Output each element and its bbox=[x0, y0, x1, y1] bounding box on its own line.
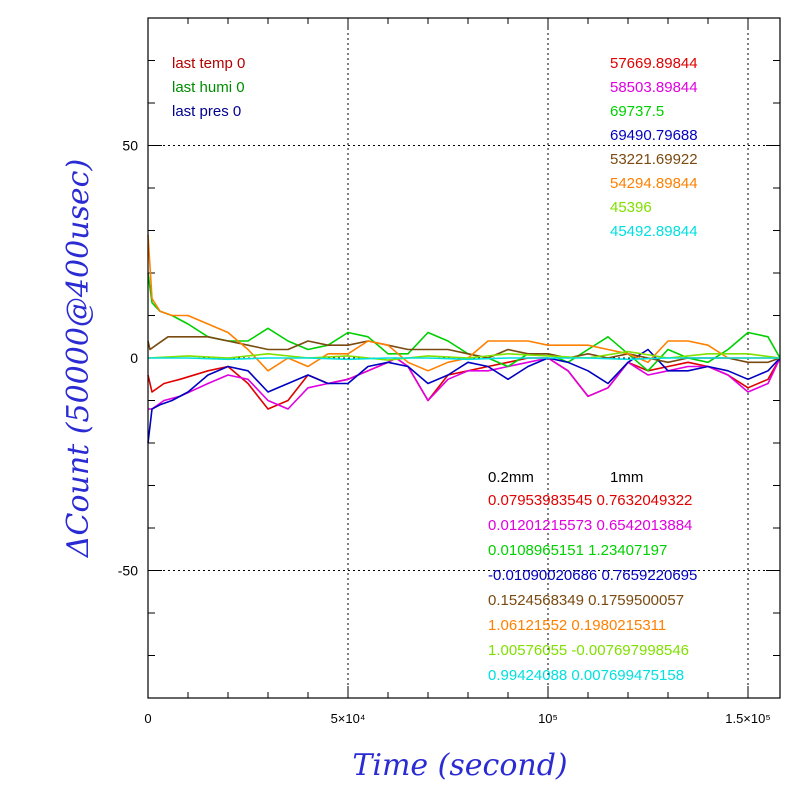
series-line-5 bbox=[147, 335, 781, 364]
y-axis-title: ΔCount (50000@400usec) bbox=[61, 159, 96, 558]
fit-row-4: -0.01090020686 0.7659220695 bbox=[488, 567, 697, 584]
fit-row-2: 0.01201215573 0.6542013884 bbox=[488, 517, 692, 534]
y-tick-label: 0 bbox=[130, 350, 138, 366]
annotations-left: last temp 0 last humi 0 last pres 0 bbox=[172, 55, 245, 120]
series-lines bbox=[147, 234, 781, 444]
annotation-right-4: 69490.79688 bbox=[610, 127, 698, 144]
y-tick-label: -50 bbox=[118, 563, 138, 579]
annotation-right-8: 45492.89844 bbox=[610, 223, 698, 240]
fit-row-1: 0.07953983545 0.7632049322 bbox=[488, 492, 692, 509]
fit-row-3: 0.0108965151 1.23407197 bbox=[488, 542, 667, 559]
fit-table: 0.2mm 1mm 0.07953983545 0.7632049322 0.0120… bbox=[488, 469, 697, 684]
annotation-right-2: 58503.89844 bbox=[610, 79, 698, 96]
x-tick-label: 1.5×10⁵ bbox=[725, 711, 771, 726]
series-line-7 bbox=[147, 350, 781, 361]
annotation-right-5: 53221.69922 bbox=[610, 151, 698, 168]
plot-frame bbox=[147, 17, 781, 699]
fit-row-5: 0.1524568349 0.1759500057 bbox=[488, 592, 684, 609]
annotation-left-2: last humi 0 bbox=[172, 79, 245, 96]
fit-row-8: 0.99424088 0.007699475158 bbox=[488, 667, 684, 684]
annotation-right-6: 54294.89844 bbox=[610, 175, 698, 192]
fit-header-col2: 1mm bbox=[610, 469, 643, 486]
annotation-right-1: 57669.89844 bbox=[610, 55, 698, 72]
x-tick-label: 10⁵ bbox=[538, 711, 558, 726]
y-tick-label: 50 bbox=[122, 138, 138, 154]
x-tick-label: 5×10⁴ bbox=[331, 711, 366, 726]
fit-row-6: 1.06121552 0.1980215311 bbox=[488, 617, 666, 634]
annotation-right-7: 45396 bbox=[610, 199, 652, 216]
series-line-2 bbox=[148, 357, 781, 410]
annotation-left-1: last temp 0 bbox=[172, 55, 245, 72]
x-tick-label: 0 bbox=[144, 711, 151, 726]
fit-header-col1: 0.2mm bbox=[488, 469, 534, 486]
tick-labels: 0 5×10⁴ 10⁵ 1.5×10⁵ 50 0 -50 bbox=[118, 138, 771, 727]
axis-ticks bbox=[147, 18, 780, 698]
x-axis-title: Time (second) bbox=[352, 748, 567, 783]
series-line-6 bbox=[147, 234, 780, 372]
fit-row-7: 1.00576055 -0.007697998546 bbox=[488, 642, 689, 659]
series-line-4 bbox=[147, 348, 781, 444]
annotation-left-3: last pres 0 bbox=[172, 103, 241, 120]
series-line-8 bbox=[148, 357, 780, 361]
annotation-right-3: 69737.5 bbox=[610, 103, 664, 120]
annotations-right: 57669.89844 58503.89844 69737.5 69490.79688… bbox=[610, 55, 698, 240]
